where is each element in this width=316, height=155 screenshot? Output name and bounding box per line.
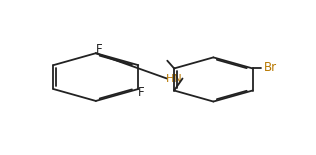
Text: F: F	[95, 43, 102, 56]
Text: Br: Br	[264, 61, 277, 74]
Text: HN: HN	[166, 73, 183, 84]
Text: F: F	[138, 86, 144, 99]
